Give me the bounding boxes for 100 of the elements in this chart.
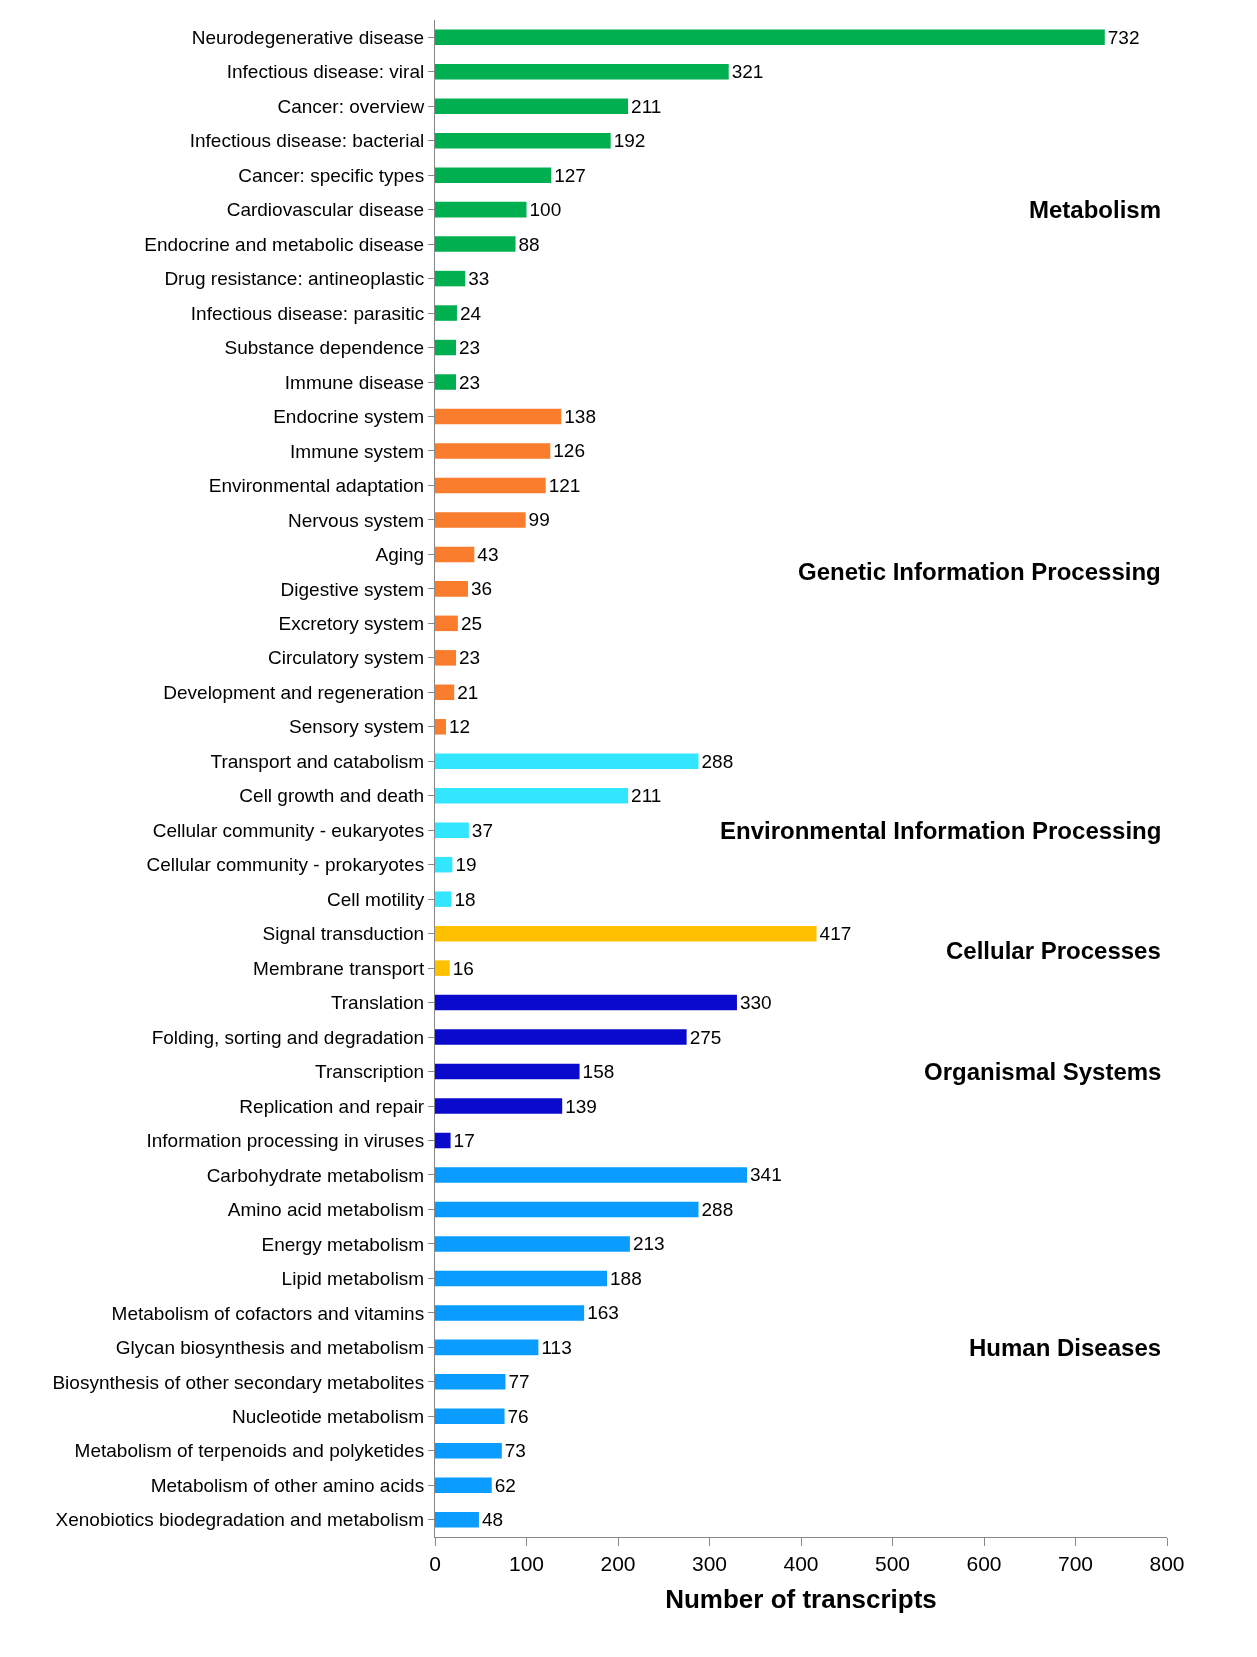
data-label: 62 [494,1474,516,1496]
y-tick-label: Amino acid metabolism [227,1199,425,1221]
y-tick-label: Glycan biosynthesis and metabolism [115,1337,425,1359]
x-tick-label: 0 [429,1552,441,1576]
bar [435,1063,580,1080]
bar [435,822,469,838]
bar [435,856,453,873]
bar [435,994,737,1011]
bar [435,1339,539,1356]
y-tick-label: Cancer: overview [277,95,425,117]
bar [435,374,457,390]
y-tick-label: Xenobiotics biodegradation and metabolism [55,1509,425,1531]
bar [435,1443,502,1459]
y-tick-label: Aging [375,544,425,566]
y-tick-label: Infectious disease: viral [226,61,425,83]
bar [435,270,466,287]
bar [435,1512,479,1528]
y-tick-label: Signal transduction [262,923,425,945]
bar [435,1408,505,1425]
y-tick-label: Immune system [290,440,425,462]
data-label: 99 [528,509,550,531]
data-label: 127 [554,164,586,186]
bar [435,1132,451,1149]
data-label: 341 [750,1164,782,1186]
data-label: 321 [731,61,764,83]
data-label: 100 [529,199,562,221]
bar [435,1305,585,1321]
data-label: 330 [739,992,772,1014]
data-label: 21 [457,681,479,703]
y-tick-label: Drug resistance: antineoplastic [164,268,425,290]
data-label: 288 [701,1198,734,1220]
y-tick-label: Cell growth and death [239,785,425,807]
y-tick-label: Endocrine and metabolic disease [144,233,425,255]
data-label: 33 [468,268,490,290]
annotation: Environmental Information Processing [720,817,1162,844]
bar [435,615,458,632]
data-label: 275 [689,1026,722,1048]
bar [435,1167,748,1183]
data-label: 77 [508,1371,530,1393]
bar [435,891,452,907]
bar [435,1477,492,1494]
y-tick-label: Carbohydrate metabolism [206,1164,425,1186]
bar [435,753,699,770]
y-tick-label: Substance dependence [224,337,425,359]
bar [435,63,729,80]
y-tick-label: Transcription [315,1061,425,1083]
data-label: 88 [518,233,540,255]
y-tick-label: Environmental adaptation [208,475,425,497]
bar [435,960,450,976]
y-tick-label: Immune disease [284,371,425,393]
data-label: 158 [582,1061,615,1083]
y-tick-label: Metabolism of terpenoids and polyketides [74,1440,425,1462]
y-tick-label: Neurodegenerative disease [191,26,425,48]
x-tick-label: 100 [508,1552,545,1576]
y-tick-label: Lipid metabolism [281,1268,425,1290]
data-label: 23 [459,337,481,359]
bar [435,581,468,597]
data-label: 36 [470,578,493,600]
y-tick-label: Energy metabolism [261,1233,425,1255]
y-tick-label: Infectious disease: parasitic [190,302,425,324]
y-tick-label: Metabolism of other amino acids [150,1474,425,1496]
bar [435,29,1105,45]
data-label: 48 [481,1509,504,1531]
bar [435,443,551,459]
bar [435,1236,630,1252]
data-label: 23 [459,371,481,393]
y-tick-label: Replication and repair [239,1095,425,1117]
bar [435,512,526,528]
y-tick-label: Cardiovascular disease [226,199,425,221]
y-tick-label: Transport and catabolism [210,750,425,772]
data-label: 288 [701,750,734,772]
x-tick-label: 200 [600,1552,636,1576]
y-tick-label: Digestive system [280,578,425,600]
y-tick-label: Folding, sorting and degradation [151,1026,425,1048]
bar [435,1029,687,1045]
data-label: 417 [819,923,852,945]
x-tick-label: 800 [1149,1552,1185,1576]
bar [435,1201,699,1218]
data-label: 163 [587,1302,619,1324]
bar [435,650,457,666]
bar [435,719,446,735]
y-tick-label: Nucleotide metabolism [232,1405,425,1427]
y-tick-label: Translation [330,992,425,1014]
bar [435,546,475,563]
data-label: 76 [507,1405,529,1427]
data-label: 24 [459,302,482,324]
y-tick-label: Circulatory system [267,647,425,669]
bar [435,167,552,183]
data-label: 12 [448,716,471,738]
y-tick-label: Endocrine system [273,406,425,428]
x-tick-label: 500 [874,1552,911,1576]
data-label: 16 [452,957,474,979]
y-tick-label: Cancer: specific types [238,164,425,186]
data-label: 17 [453,1130,475,1152]
bar [435,1098,563,1114]
y-tick-label: Cell motility [327,888,425,910]
data-label: 113 [541,1336,572,1358]
y-tick-label: Nervous system [288,509,425,531]
annotation: Cellular Processes [946,937,1161,964]
data-label: 23 [459,647,481,669]
